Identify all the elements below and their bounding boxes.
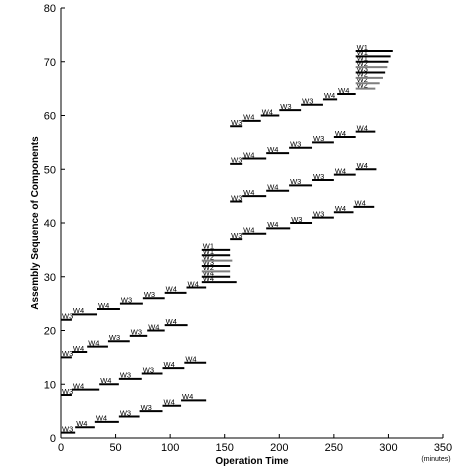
worker-label: W3 bbox=[109, 333, 120, 342]
worker-label: W3 bbox=[280, 102, 291, 111]
worker-label: W3 bbox=[313, 172, 324, 181]
worker-label: W2 bbox=[357, 75, 368, 84]
worker-label: W3 bbox=[141, 403, 152, 412]
worker-label: W3 bbox=[231, 156, 242, 165]
worker-label: W4 bbox=[100, 376, 111, 385]
worker-label: W4 bbox=[188, 279, 199, 288]
worker-label: W4 bbox=[243, 150, 254, 159]
worker-label: W3 bbox=[313, 209, 324, 218]
worker-label: W3 bbox=[203, 258, 214, 267]
worker-label: W4 bbox=[164, 360, 175, 369]
worker-label: W3 bbox=[231, 118, 242, 127]
worker-label: W4 bbox=[267, 220, 278, 229]
worker-label: W3 bbox=[291, 215, 302, 224]
worker-label: W4 bbox=[357, 161, 368, 170]
worker-label: W3 bbox=[62, 349, 73, 358]
y-tick-label: 20 bbox=[44, 326, 56, 338]
worker-label: W4 bbox=[88, 338, 99, 347]
worker-label: W3 bbox=[121, 295, 132, 304]
worker-label: W2 bbox=[357, 59, 368, 68]
x-tick-label: 100 bbox=[161, 442, 179, 454]
worker-label: W2 bbox=[357, 80, 368, 89]
worker-label: W4 bbox=[148, 322, 159, 331]
y-tick-label: 80 bbox=[44, 3, 56, 15]
axes bbox=[60, 8, 443, 439]
worker-label: W3 bbox=[120, 371, 131, 380]
worker-label: W4 bbox=[166, 317, 177, 326]
worker-label: W4 bbox=[335, 204, 346, 213]
y-tick-label: 50 bbox=[44, 164, 56, 176]
worker-label: W4 bbox=[203, 269, 214, 278]
x-tick-label: 200 bbox=[270, 442, 288, 454]
x-ticks: 0 50 100 150 200 250 300 350 bbox=[58, 434, 452, 454]
y-tick-label: 40 bbox=[44, 218, 56, 230]
worker-label: W4 bbox=[98, 301, 109, 310]
worker-label: W3 bbox=[62, 312, 73, 321]
y-tick-label: 60 bbox=[44, 111, 56, 123]
worker-label: W4 bbox=[73, 306, 84, 315]
y-tick-label: 70 bbox=[44, 57, 56, 69]
worker-label: W4 bbox=[96, 414, 107, 423]
worker-label: W4 bbox=[324, 91, 335, 100]
worker-label: W4 bbox=[76, 419, 87, 428]
x-tick-label: 50 bbox=[109, 442, 121, 454]
worker-label: W2 bbox=[203, 263, 214, 272]
worker-label: W1 bbox=[357, 43, 368, 52]
x-tick-label: 0 bbox=[58, 442, 64, 454]
worker-label: W3 bbox=[357, 64, 368, 73]
worker-label: W4 bbox=[335, 166, 346, 175]
worker-label: W4 bbox=[338, 86, 349, 95]
segments: W3W4W4W3W3W4W4W3W4W4W3W3W4W4W3W4W4W3W3W4… bbox=[61, 43, 393, 434]
x-axis-unit: (minutes) bbox=[421, 456, 450, 463]
worker-label: W3 bbox=[290, 140, 301, 149]
x-tick-label: 350 bbox=[434, 442, 452, 454]
worker-label: W3 bbox=[302, 97, 313, 106]
y-tick-label: 30 bbox=[44, 272, 56, 284]
worker-label: W4 bbox=[243, 188, 254, 197]
worker-label: W1 bbox=[203, 247, 214, 256]
y-axis-title: Assembly Sequence of Components bbox=[30, 136, 41, 310]
worker-label: W3 bbox=[313, 134, 324, 143]
worker-label: W3 bbox=[62, 387, 73, 396]
worker-label: W3 bbox=[231, 231, 242, 240]
worker-label: W4 bbox=[164, 398, 175, 407]
worker-label: W4 bbox=[182, 392, 193, 401]
worker-label: W3 bbox=[131, 328, 142, 337]
worker-label: W3 bbox=[290, 177, 301, 186]
x-tick-label: 300 bbox=[379, 442, 397, 454]
worker-label: W3 bbox=[143, 365, 154, 374]
worker-label: W2 bbox=[203, 252, 214, 261]
worker-label: W4 bbox=[243, 226, 254, 235]
worker-label: W3 bbox=[144, 290, 155, 299]
worker-label: W4 bbox=[203, 274, 214, 283]
worker-label: W4 bbox=[267, 183, 278, 192]
worker-label: W4 bbox=[355, 199, 366, 208]
worker-label: W4 bbox=[267, 145, 278, 154]
worker-label: W4 bbox=[73, 344, 84, 353]
worker-label: W4 bbox=[262, 107, 273, 116]
worker-label: W4 bbox=[335, 129, 346, 138]
worker-label: W4 bbox=[73, 381, 84, 390]
x-tick-label: 150 bbox=[216, 442, 234, 454]
worker-label: W3 bbox=[120, 408, 131, 417]
worker-label: W4 bbox=[185, 355, 196, 364]
worker-label: W2 bbox=[357, 70, 368, 79]
worker-label: W4 bbox=[357, 123, 368, 132]
y-ticks: 0 10 20 30 40 50 60 70 80 bbox=[44, 3, 65, 445]
worker-label: W3 bbox=[231, 193, 242, 202]
y-tick-label: 0 bbox=[50, 433, 56, 445]
worker-label: W4 bbox=[243, 113, 254, 122]
worker-label: W4 bbox=[166, 285, 177, 294]
worker-label: W1 bbox=[357, 54, 368, 63]
worker-label: W1 bbox=[357, 48, 368, 57]
worker-label: W3 bbox=[62, 424, 73, 433]
x-tick-label: 250 bbox=[325, 442, 343, 454]
worker-label: W1 bbox=[203, 242, 214, 251]
y-tick-label: 10 bbox=[44, 379, 56, 391]
x-axis-title: Operation Time bbox=[215, 456, 289, 467]
